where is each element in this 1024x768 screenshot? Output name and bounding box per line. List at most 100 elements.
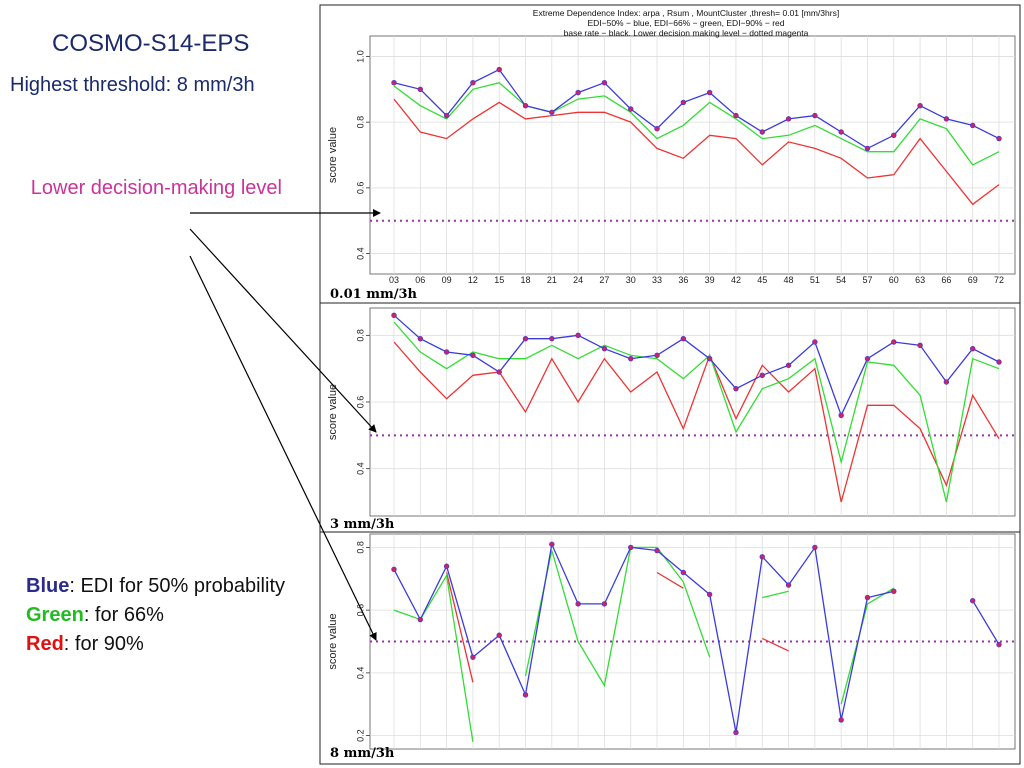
x-tick-label: 09 (442, 275, 452, 285)
data-point-edi-50 (680, 569, 687, 576)
data-point-edi-50 (969, 122, 976, 129)
data-point-edi-50 (812, 112, 818, 119)
data-point-edi-50 (575, 89, 581, 96)
x-tick-label: 39 (705, 275, 715, 285)
legend-red-label: Red (26, 633, 64, 655)
data-point-edi-50 (759, 129, 765, 135)
x-tick-label: 18 (521, 275, 531, 285)
data-point-edi-50 (417, 86, 424, 92)
chart-panels: 0.4 0.6 0.8 1.0 score value 03 06 09 12 15 18 21 24 2… (319, 4, 1021, 765)
chart-title-line-1: Extreme Dependence Index: arpa , Rsum , … (533, 8, 839, 18)
panel-threshold-label: 3 mm/3h (330, 517, 395, 532)
data-point-edi-50 (680, 99, 687, 106)
x-tick-label: 27 (599, 275, 609, 285)
data-point-edi-50 (443, 563, 450, 569)
chart-panel-3: 0.2 0.4 0.6 0.8 score value 8 mm/3h (319, 531, 1021, 765)
plot-area-border (369, 35, 1016, 275)
panel-frame (319, 4, 1021, 304)
data-point-edi-50 (917, 103, 923, 109)
legend-red-text: : for 90% (63, 633, 144, 655)
series-line-edi-50 (393, 68, 1000, 150)
y-tick-label: 0.2 (355, 729, 365, 742)
data-point-edi-50 (733, 112, 739, 119)
panel-frame (319, 302, 1021, 533)
data-point-edi-50 (601, 80, 608, 86)
x-tick-label: 72 (994, 275, 1004, 285)
data-point-edi-50 (891, 339, 897, 345)
data-point-edi-50 (628, 106, 634, 112)
data-point-edi-50 (601, 601, 608, 607)
data-point-edi-50 (522, 692, 529, 698)
data-point-edi-50 (601, 345, 608, 352)
data-point-edi-50 (891, 132, 897, 138)
data-point-edi-50 (470, 352, 476, 359)
series-line-edi-66 (393, 321, 1000, 503)
data-point-edi-50 (654, 352, 660, 359)
y-tick-label: 0.6 (355, 396, 365, 409)
y-tick-label: 0.6 (355, 182, 365, 195)
data-point-edi-50 (996, 359, 1002, 365)
chart-title-line-2: EDI−50% − blue, EDI−66% − green, EDI−90%… (587, 18, 784, 28)
data-point-edi-50 (812, 544, 818, 551)
data-point-edi-50 (391, 566, 397, 573)
data-point-edi-50 (785, 116, 792, 122)
y-tick-label: 0.4 (355, 247, 365, 260)
data-point-edi-50 (969, 598, 976, 604)
data-point-edi-50 (996, 135, 1002, 142)
arrow-to-panel-3 (189, 255, 377, 641)
annotation-arrows (189, 209, 381, 641)
data-point-edi-50 (549, 541, 555, 547)
legend-blue-text: : EDI for 50% probability (69, 575, 285, 597)
data-point-edi-50 (812, 339, 818, 345)
y-tick-label: 0.6 (355, 604, 365, 617)
legend-blue-label: Blue (26, 575, 70, 597)
data-point-edi-50 (838, 717, 844, 723)
data-point-edi-50 (733, 385, 739, 392)
data-point-edi-50 (575, 601, 581, 607)
data-point-edi-50 (838, 412, 844, 419)
y-tick-label: 0.4 (355, 667, 365, 680)
x-tick-label: 21 (547, 275, 557, 285)
data-point-edi-50 (864, 594, 871, 601)
data-point-edi-50 (496, 369, 502, 375)
y-tick-label: 0.8 (355, 329, 365, 342)
x-tick-label: 33 (652, 275, 662, 285)
color-legend: Blue: EDI for 50% probability Green: for… (26, 572, 289, 659)
data-point-edi-50 (496, 632, 502, 638)
x-tick-label: 06 (415, 275, 425, 285)
series-line-edi-50 (393, 542, 1000, 733)
data-point-edi-50 (706, 591, 713, 598)
data-point-edi-50 (759, 554, 765, 560)
data-point-edi-50 (785, 362, 792, 369)
chart-title-line-3: base rate − black. Lower decision making… (564, 28, 809, 38)
series-line-edi-90 (393, 341, 1000, 503)
x-tick-label: 42 (731, 275, 741, 285)
data-point-edi-50 (706, 89, 713, 96)
x-tick-label: 03 (389, 275, 399, 285)
data-point-edi-50 (628, 544, 634, 551)
panel-threshold-label: 8 mm/3h (330, 746, 395, 761)
y-axis-label: score value (327, 613, 339, 669)
data-point-edi-50 (680, 335, 687, 342)
x-tick-label: 60 (889, 275, 899, 285)
data-point-edi-50 (864, 355, 871, 362)
data-point-edi-50 (522, 335, 529, 342)
data-point-edi-50 (996, 641, 1002, 648)
panel-threshold-label: 0.01 mm/3h (330, 287, 417, 302)
data-point-edi-50 (628, 355, 634, 362)
legend-green-text: : for 66% (83, 604, 164, 626)
data-point-edi-50 (891, 588, 897, 595)
y-tick-label: 0.8 (355, 116, 365, 129)
data-point-edi-50 (549, 335, 555, 342)
panel-frame (319, 531, 1021, 765)
x-tick-label: 66 (941, 275, 951, 285)
series-line-edi-66 (393, 81, 1000, 166)
slide-subtitle: Highest threshold: 8 mm/3h (10, 74, 255, 96)
y-tick-label: 1.0 (355, 50, 365, 63)
x-tick-label: 45 (757, 275, 767, 285)
series-line-edi-90 (445, 571, 789, 683)
data-point-edi-50 (759, 372, 765, 379)
chart-panel-1: 0.4 0.6 0.8 1.0 score value 03 06 09 12 15 18 21 24 2… (319, 4, 1021, 304)
y-axis-label: score value (327, 384, 339, 440)
